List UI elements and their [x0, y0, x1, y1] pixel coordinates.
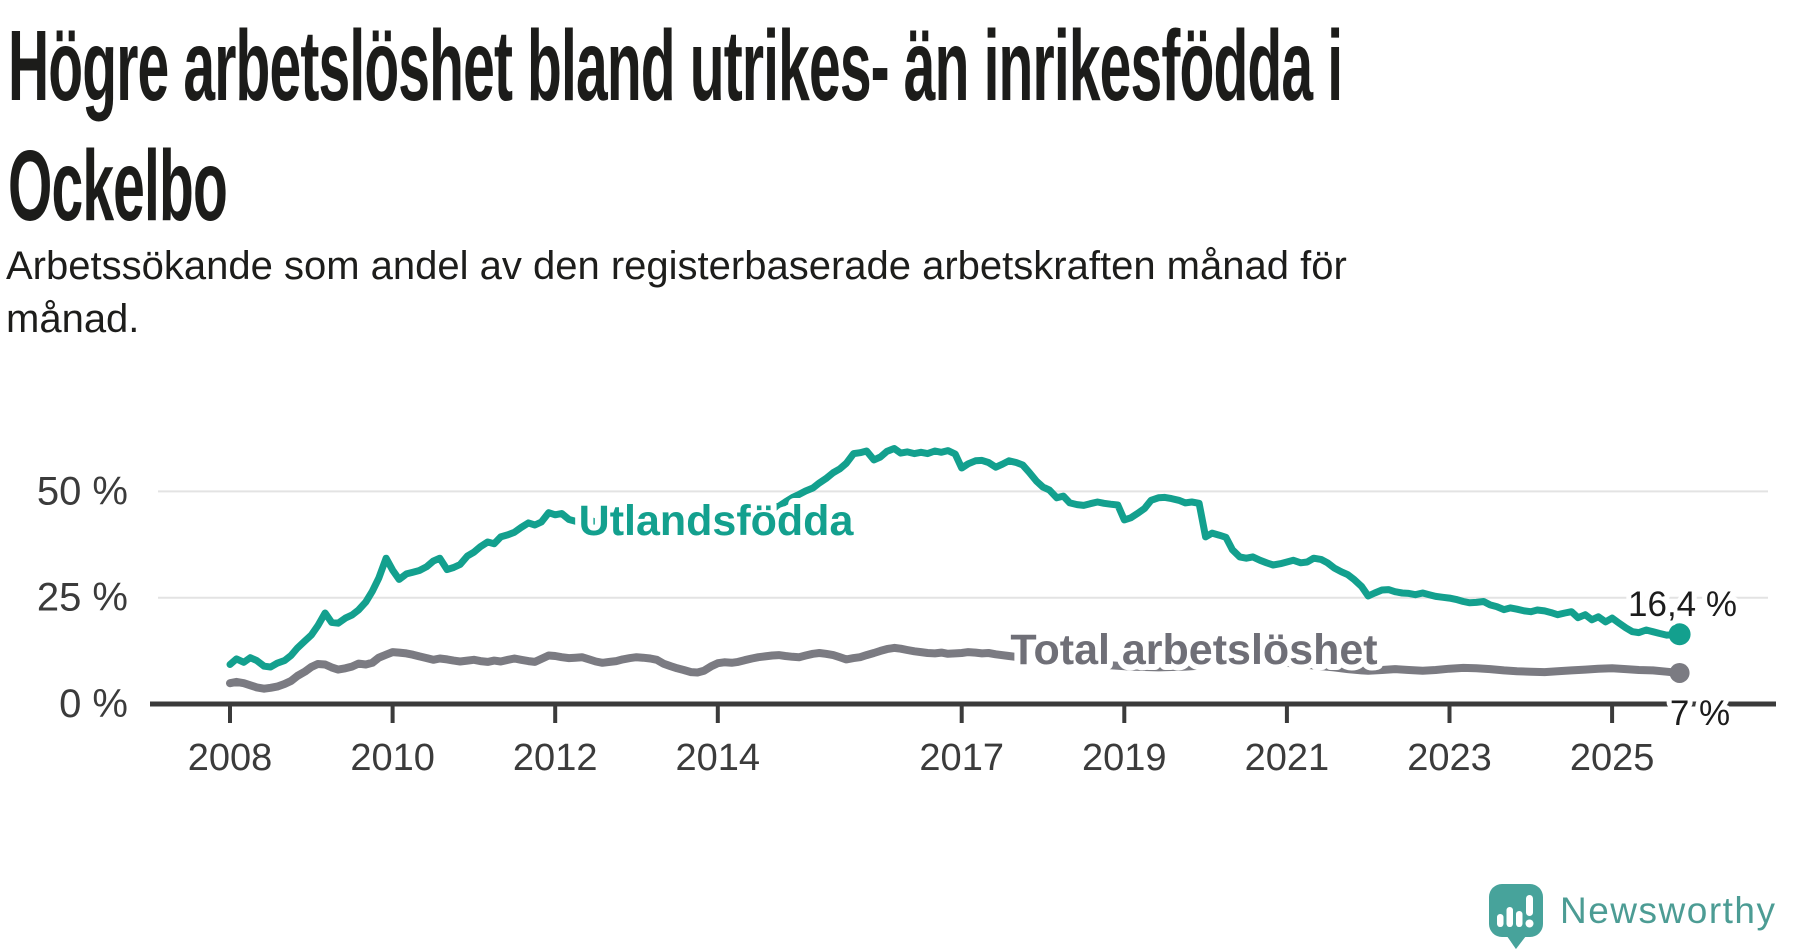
x-tick-label-2017: 2017	[919, 737, 1004, 779]
series-line-total	[226, 643, 1684, 693]
x-tick-label-2021: 2021	[1245, 737, 1330, 779]
y-tick-label-25: 25 %	[37, 576, 128, 620]
series-line-utlandsfodda	[226, 445, 1684, 671]
series-end-dot-total	[1669, 662, 1690, 683]
page-subtitle: Arbetssökande som andel av den registerb…	[6, 244, 1347, 341]
x-tick-label-2014: 2014	[676, 737, 761, 779]
x-tick-label-2010: 2010	[350, 737, 435, 779]
end-value-label-total: 7 %	[1670, 694, 1730, 733]
data-series	[226, 445, 1691, 693]
series-label-utlandsfodda: Utlandsfödda	[579, 497, 855, 545]
y-tick-label-0: 0 %	[59, 682, 128, 726]
x-axis	[150, 701, 1776, 723]
x-tick-label-2025: 2025	[1570, 737, 1655, 779]
x-tick-label-2023: 2023	[1407, 737, 1492, 779]
series-end-dot-utlandsfodda	[1668, 623, 1691, 646]
page-title-line1: Högre arbetslöshet bland utrikes- än inr…	[8, 10, 1343, 122]
gridlines	[158, 490, 1768, 599]
newsworthy-logo-icon	[1489, 884, 1543, 949]
series-label-total: Total arbetslöshet	[1010, 626, 1377, 674]
x-tick-label-2019: 2019	[1082, 737, 1167, 779]
newsworthy-logo-text: Newsworthy	[1560, 890, 1777, 931]
y-tick-label-50: 50 %	[37, 469, 128, 513]
series-annotations: Total arbetslöshet 7 % Utlandsfödda 16,4 %	[573, 491, 1742, 738]
end-value-label-utlandsfodda: 16,4 %	[1628, 585, 1737, 624]
axis-tick-labels: 2008 2010 2012 2014 2017 2019 2021 2023 2025 0 % 2…	[37, 469, 1655, 779]
newsworthy-logo: Newsworthy	[1488, 884, 1777, 949]
page-title-line2: Ockelbo	[8, 130, 228, 242]
x-tick-label-2008: 2008	[188, 737, 273, 779]
x-tick-label-2012: 2012	[513, 737, 598, 779]
page-title: Högre arbetslöshet bland utrikes- än inr…	[8, 6, 1800, 246]
